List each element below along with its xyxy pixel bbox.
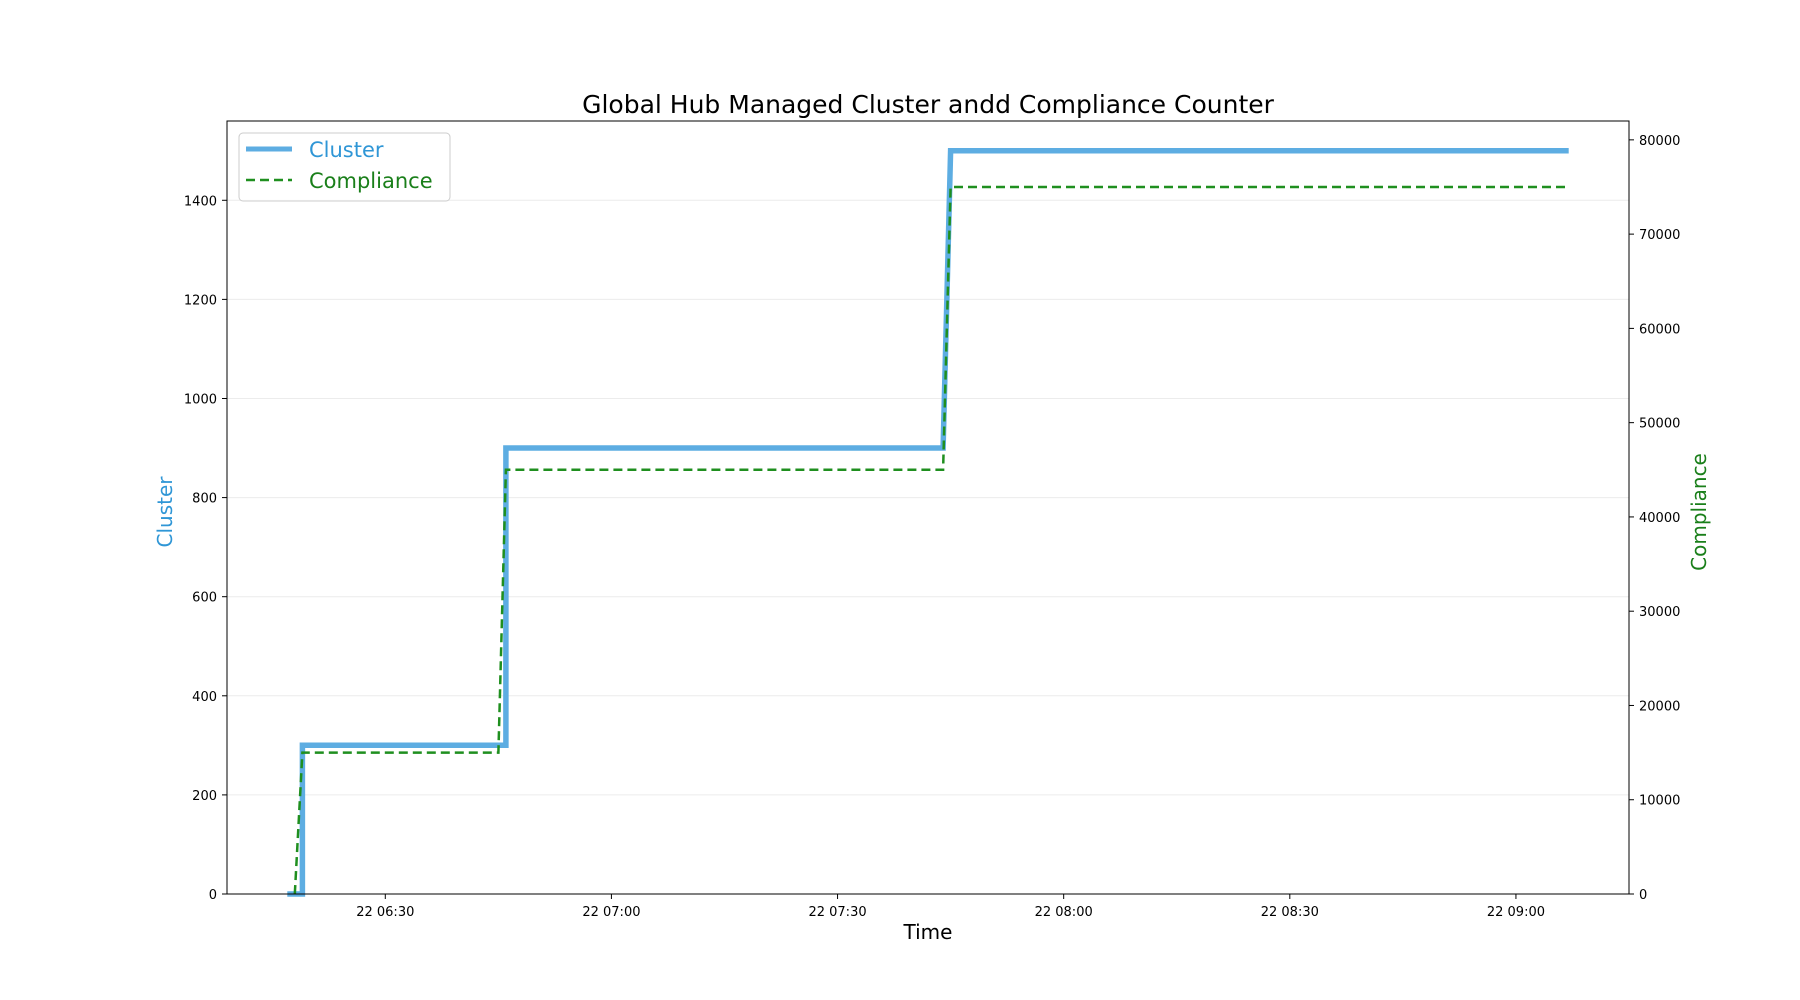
y-left-tick-label: 400 xyxy=(192,690,217,705)
y-right-axis-label: Compliance xyxy=(1687,453,1711,571)
right-axis-ticks: 0 10000 20000 30000 40000 50000 60000 70000 8000… xyxy=(1629,134,1680,903)
y-left-tick-label: 800 xyxy=(192,492,217,507)
x-axis-label: Time xyxy=(903,920,953,944)
plot-frame xyxy=(226,120,1630,895)
x-axis-ticks: 22 06:30 22 07:00 22 07:30 22 08:00 22 08:30… xyxy=(356,894,1545,920)
legend-label-cluster: Cluster xyxy=(309,138,384,162)
y-right-tick-label: 80000 xyxy=(1639,134,1680,149)
legend-label-compliance: Compliance xyxy=(309,169,433,193)
y-right-tick-label: 30000 xyxy=(1639,605,1680,620)
x-tick-label: 22 09:00 xyxy=(1487,905,1545,920)
y-right-tick-label: 60000 xyxy=(1639,322,1680,337)
x-tick-label: 22 08:30 xyxy=(1261,905,1319,920)
chart-title: Global Hub Managed Cluster andd Complian… xyxy=(582,90,1275,119)
x-tick-label: 22 08:00 xyxy=(1035,905,1093,920)
y-right-tick-label: 40000 xyxy=(1639,511,1680,526)
x-tick-label: 22 07:30 xyxy=(808,905,866,920)
left-axis-ticks: 0 200 400 600 800 1000 1200 1400 xyxy=(184,194,227,903)
y-left-tick-label: 600 xyxy=(192,591,217,606)
y-left-axis-label: Cluster xyxy=(153,476,177,548)
x-tick-label: 22 07:00 xyxy=(582,905,640,920)
y-left-tick-label: 1400 xyxy=(184,194,217,209)
y-right-tick-label: 20000 xyxy=(1639,699,1680,714)
y-right-tick-label: 50000 xyxy=(1639,417,1680,432)
y-left-tick-label: 1200 xyxy=(184,293,217,308)
series-layer xyxy=(287,147,1569,897)
y-left-tick-label: 1000 xyxy=(184,392,217,407)
y-right-tick-label: 10000 xyxy=(1639,794,1680,809)
series-line-cluster xyxy=(287,147,1569,897)
y-left-tick-label: 200 xyxy=(192,789,217,804)
y-right-tick-label: 70000 xyxy=(1639,228,1680,243)
y-left-tick-label: 0 xyxy=(209,888,217,903)
x-tick-label: 22 06:30 xyxy=(356,905,414,920)
grid-lines xyxy=(227,199,1629,796)
y-right-tick-label: 0 xyxy=(1639,888,1647,903)
series-line-compliance xyxy=(293,185,1569,895)
legend: Cluster Compliance xyxy=(238,132,451,202)
